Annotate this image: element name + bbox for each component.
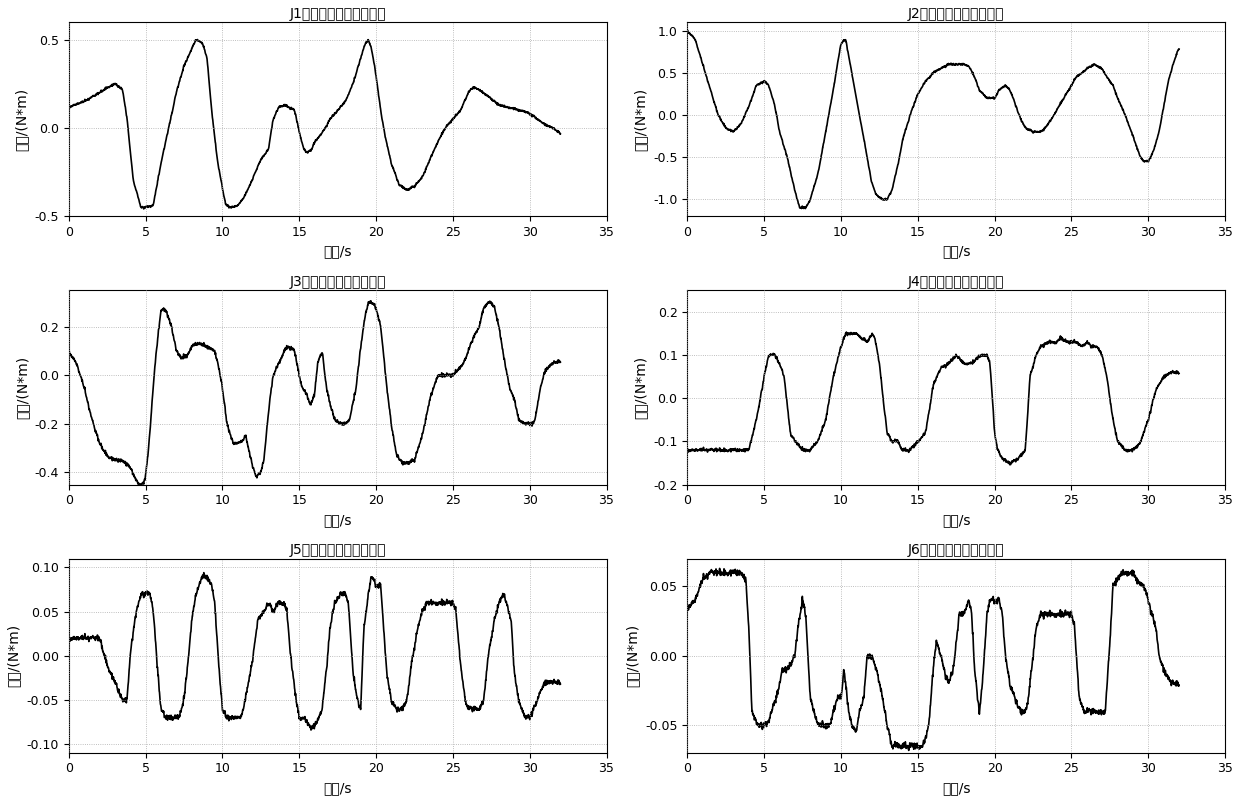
X-axis label: 时间/s: 时间/s [324,781,352,795]
Y-axis label: 力矩/(N*m): 力矩/(N*m) [15,356,29,419]
Title: J4关节力矩中値滤波结果: J4关节力矩中値滤波结果 [908,275,1004,290]
Y-axis label: 力矩/(N*m): 力矩/(N*m) [7,624,21,687]
X-axis label: 时间/s: 时间/s [942,245,971,258]
Y-axis label: 力矩/(N*m): 力矩/(N*m) [634,356,647,419]
Y-axis label: 力矩/(N*m): 力矩/(N*m) [15,87,29,151]
Y-axis label: 力矩/(N*m): 力矩/(N*m) [634,87,647,151]
Title: J2关节力矩中値滤波结果: J2关节力矩中値滤波结果 [908,7,1004,21]
X-axis label: 时间/s: 时间/s [942,781,971,795]
X-axis label: 时间/s: 时间/s [942,512,971,527]
Y-axis label: 力矩/(N*m): 力矩/(N*m) [625,624,640,687]
Title: J6关节力矩中値滤波结果: J6关节力矩中値滤波结果 [908,544,1004,557]
Title: J3关节力矩中値滤波结果: J3关节力矩中値滤波结果 [289,275,386,290]
Title: J5关节力矩中値滤波结果: J5关节力矩中値滤波结果 [289,544,386,557]
X-axis label: 时间/s: 时间/s [324,512,352,527]
X-axis label: 时间/s: 时间/s [324,245,352,258]
Title: J1关节力矩中値滤波结果: J1关节力矩中値滤波结果 [289,7,386,21]
